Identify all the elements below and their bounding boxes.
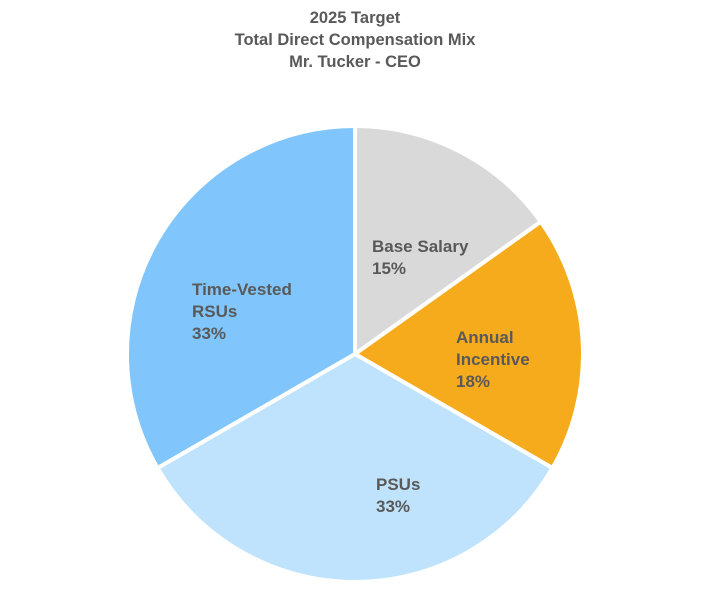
slice-name-label: PSUs [376,475,420,494]
slice-name-label: Annual [456,328,514,347]
chart-title-line-1: 2025 Target [309,9,401,27]
pie-slices [125,124,585,584]
slice-label-time-vested-rsus: Time-Vested RSUs 33% [192,280,292,343]
slice-label-base-salary: Base Salary 15% [372,237,469,278]
slice-name-label: Base Salary [372,237,469,256]
chart-title-line-2: Total Direct Compensation Mix [234,31,476,49]
slice-name-label: Time-Vested [192,280,292,299]
pie-slice-annual-incentive [353,219,585,470]
pie-slice-time-vested-rsus [125,124,357,470]
slice-label-psus: PSUs 33% [376,475,420,516]
slice-value-label: 33% [192,324,226,343]
slice-value-label: 18% [456,372,490,391]
pie-slice-base-salary [353,124,543,356]
slice-value-label: 33% [376,497,410,516]
slice-name-label: RSUs [192,302,237,321]
slice-value-label: 15% [372,259,406,278]
slice-label-annual-incentive: Annual Incentive 18% [456,328,530,391]
slice-name-label: Incentive [456,350,530,369]
chart-title-line-3: Mr. Tucker - CEO [289,53,421,71]
pie-labels: Base Salary 15%Annual Incentive 18%PSUs 33%T… [192,237,530,516]
chart-title: 2025 Target Total Direct Compensation Mi… [0,7,710,73]
